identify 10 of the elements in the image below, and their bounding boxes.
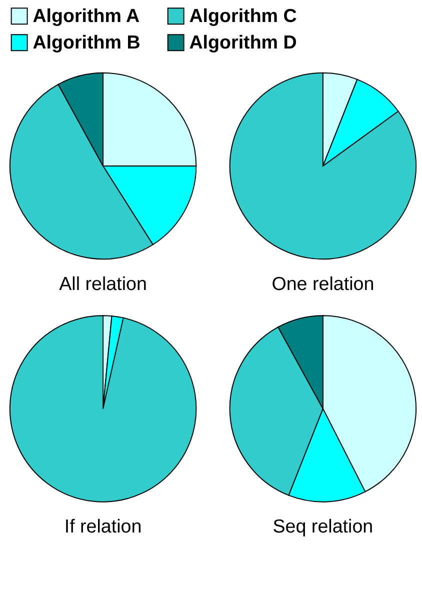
text: Seq relation: [272, 516, 374, 537]
text: One relation: [272, 272, 374, 294]
pie-slice: [9, 315, 196, 502]
text: All relation: [59, 272, 147, 294]
legend-label: Algorithm C: [189, 5, 298, 26]
pie-slice: [229, 72, 417, 260]
legend-label: Algorithm A: [32, 5, 140, 26]
text: If relation: [64, 516, 142, 537]
legend-label: Algorithm B: [32, 32, 140, 53]
legend-label: Algorithm D: [189, 32, 297, 53]
